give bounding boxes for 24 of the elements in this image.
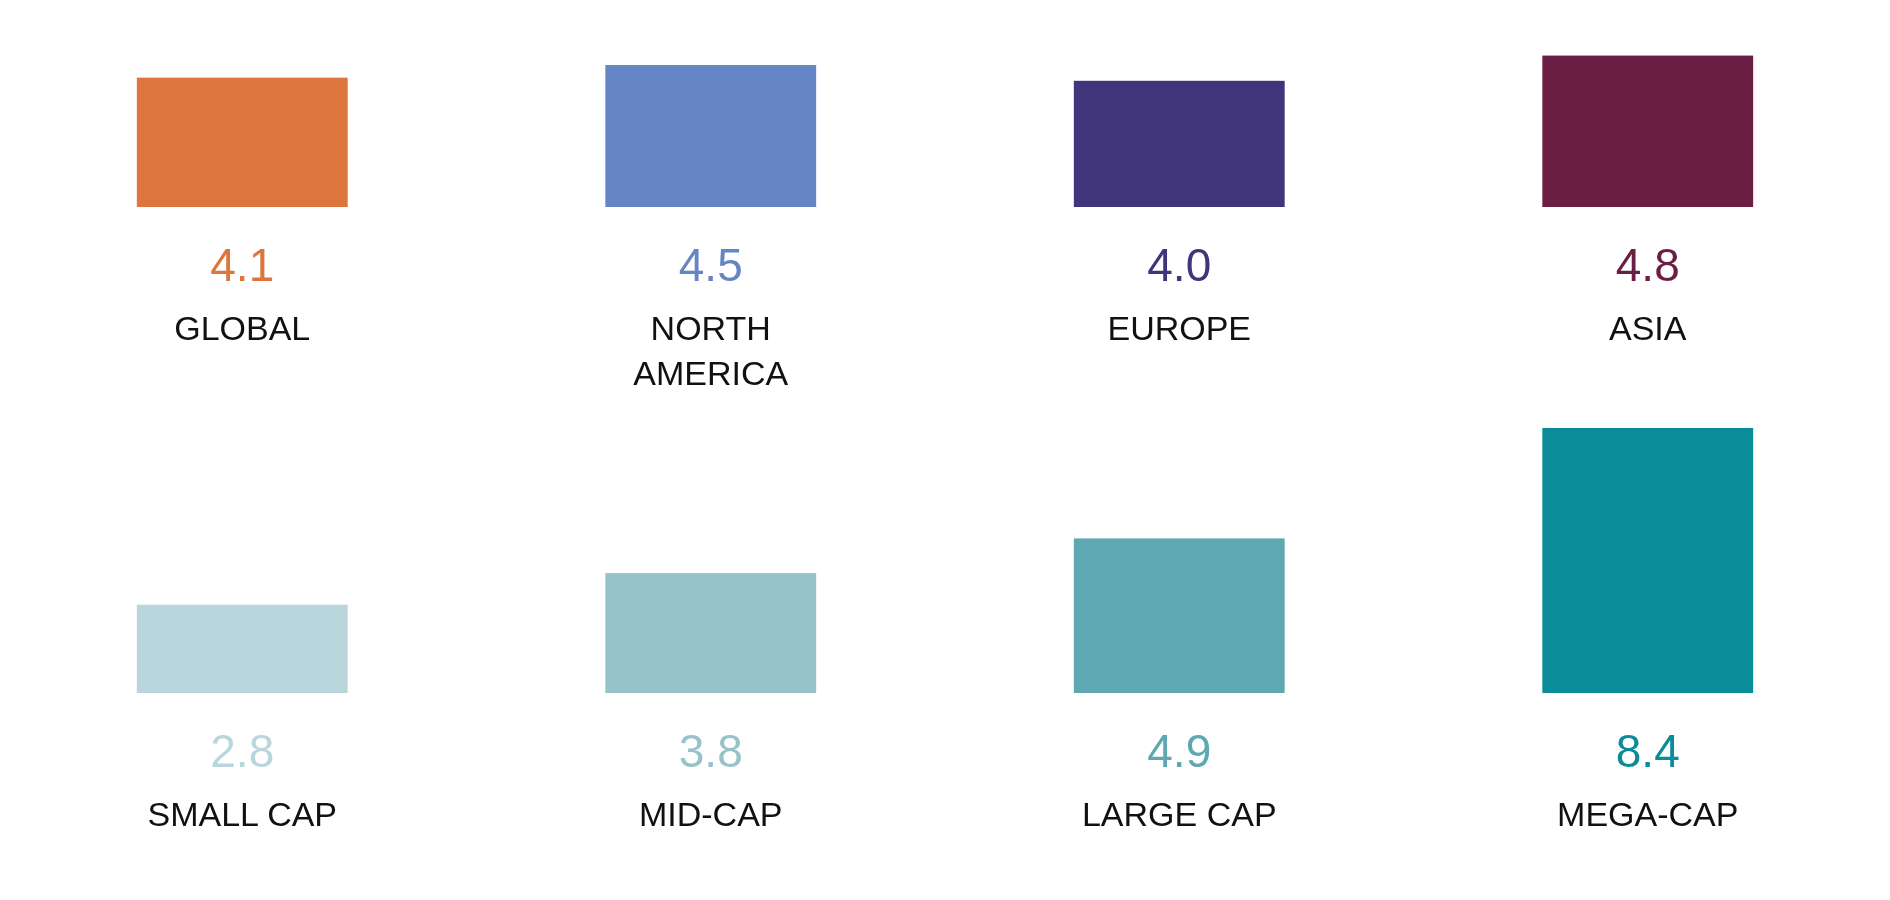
x-tick-label: MEGA-CAP <box>1557 795 1739 833</box>
x-tick-label: MID-CAP <box>638 795 783 833</box>
data-label: 4.1 <box>210 239 275 291</box>
x-tick-label: GLOBAL <box>174 309 311 347</box>
x-tick-label: SMALL CAP <box>147 795 338 833</box>
x-tick-label: EUROPE <box>1107 309 1252 347</box>
data-label: 4.8 <box>1615 239 1680 291</box>
bar <box>1542 428 1754 693</box>
bar <box>605 65 817 207</box>
bar <box>1542 55 1754 207</box>
data-label: 4.5 <box>678 239 743 291</box>
data-label: 2.8 <box>210 725 275 777</box>
x-tick-label: LARGE CAP <box>1081 795 1277 833</box>
bar <box>1073 80 1285 207</box>
x-tick-label: NORTH AMERICA <box>633 309 789 392</box>
data-label: 4.9 <box>1147 725 1212 777</box>
bar <box>1073 538 1285 693</box>
data-label: 4.0 <box>1147 239 1212 291</box>
data-label: 8.4 <box>1615 725 1680 777</box>
bar <box>136 604 348 693</box>
x-tick-label: ASIA <box>1609 309 1687 347</box>
bar <box>136 77 348 207</box>
bar <box>605 573 817 693</box>
data-label: 3.8 <box>678 725 743 777</box>
